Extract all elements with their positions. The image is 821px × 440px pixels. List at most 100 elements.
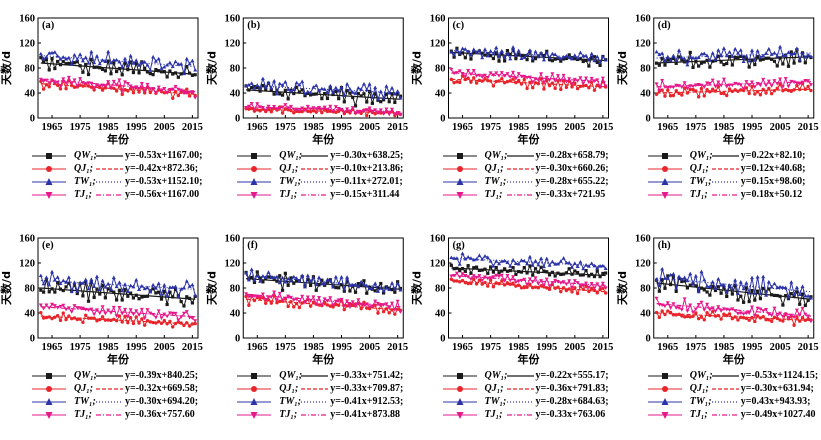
y-tick-label: 160 [225, 14, 241, 25]
point-TJ [395, 299, 400, 304]
point-QJ [542, 285, 546, 289]
point-QW [159, 297, 164, 301]
point-TW [272, 78, 277, 83]
point-QW [660, 56, 664, 61]
y-tick-label: 120 [19, 259, 35, 270]
point-TJ [134, 85, 139, 89]
point-TJ [128, 308, 133, 312]
point-QJ [603, 85, 608, 89]
point-QJ [511, 77, 515, 81]
point-QJ [258, 296, 262, 300]
point-TW [578, 50, 583, 55]
point-QW [269, 275, 273, 279]
point-TJ [575, 281, 580, 285]
legend-entry-QJ: QJ₁; y=-0.42x+872.36; [30, 163, 235, 175]
point-TJ [744, 311, 749, 316]
x-tick-label: 1975 [275, 122, 296, 133]
point-TJ [303, 300, 308, 305]
x-tick-label: 1965 [247, 122, 268, 133]
point-QW [365, 291, 369, 295]
point-QJ [86, 84, 91, 88]
point-TJ [553, 278, 558, 283]
point-TJ [246, 295, 251, 299]
point-QJ [792, 88, 796, 92]
legend: QW₁; y=-0.33x+751.42; QJ₁; y=-0.33x+709.87;… [235, 370, 410, 426]
point-TW [159, 292, 164, 296]
point-TJ [252, 107, 257, 112]
point-QJ [713, 89, 718, 93]
point-TJ [685, 309, 690, 313]
point-TW [300, 79, 305, 84]
point-TJ [387, 112, 392, 117]
point-QJ [171, 96, 175, 100]
point-TW [263, 275, 268, 279]
point-QJ [362, 108, 366, 112]
point-QW [561, 272, 566, 276]
point-QW [387, 286, 391, 290]
point-TW [303, 284, 308, 289]
point-TJ [52, 81, 57, 85]
point-TW [702, 277, 707, 282]
point-QW [323, 283, 327, 287]
point-TW [333, 85, 338, 90]
legend-swatch-QW [442, 153, 477, 159]
point-TW [789, 280, 794, 284]
point-TW [733, 46, 738, 51]
point-TW [463, 47, 468, 51]
point-QW [286, 283, 290, 287]
point-TJ [558, 281, 563, 285]
point-TW [505, 260, 510, 264]
point-TW [584, 53, 589, 58]
point-QW [497, 271, 501, 275]
point-QJ [595, 83, 599, 87]
point-QW [185, 64, 189, 69]
point-QJ [733, 315, 737, 319]
point-TJ [179, 88, 184, 93]
trend-line-TW [40, 54, 196, 68]
point-QW [151, 73, 155, 77]
point-TJ [187, 90, 192, 95]
point-TW [305, 89, 310, 94]
point-QW [657, 63, 661, 67]
point-TW [800, 51, 805, 56]
point-QW [694, 59, 698, 64]
legend-trend-equation: y=-0.33x+721.95 [535, 189, 606, 200]
legend-label: TW₁; [279, 176, 302, 187]
point-QW [176, 293, 180, 298]
point-QJ [539, 76, 543, 81]
point-QJ [497, 79, 501, 83]
point-QW [688, 50, 692, 55]
point-TJ [716, 80, 721, 85]
point-QJ [800, 81, 805, 86]
point-QW [269, 88, 273, 92]
point-TW [794, 46, 799, 50]
point-TW [668, 58, 673, 63]
legend-trend-equation: y=-0.41x+912.53; [330, 396, 404, 407]
point-QJ [556, 285, 560, 289]
legend-trend-equation: y=-0.53x+1152.10; [125, 176, 203, 187]
point-TJ [288, 295, 293, 300]
point-TJ [331, 303, 336, 308]
legend-marker [661, 373, 668, 379]
y-tick-label: 40 [230, 309, 241, 320]
point-TW [322, 87, 327, 91]
point-TJ [294, 107, 299, 112]
point-TJ [353, 111, 358, 116]
point-QW [671, 275, 675, 279]
legend-label: TJ₁; [484, 409, 503, 420]
point-TJ [173, 84, 178, 89]
point-QW [314, 288, 318, 292]
point-TW [499, 259, 504, 263]
point-TJ [398, 310, 403, 314]
point-QW [294, 85, 299, 89]
point-TW [297, 279, 302, 283]
point-TJ [123, 307, 128, 312]
point-TJ [356, 298, 361, 302]
legend: QW₁; y=-0.39x+840.25; QJ₁; y=-0.32x+669.58;… [30, 370, 205, 426]
point-QJ [75, 85, 79, 89]
point-QJ [187, 324, 192, 328]
point-TW [162, 64, 167, 69]
point-TJ [789, 79, 794, 84]
point-QW [179, 299, 183, 304]
point-QW [806, 54, 810, 58]
